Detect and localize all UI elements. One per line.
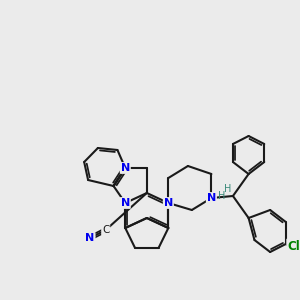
Text: C: C [102, 225, 110, 235]
Text: N: N [121, 198, 130, 208]
Text: H: H [218, 191, 225, 201]
Text: N: N [85, 233, 95, 243]
Text: N: N [207, 193, 216, 203]
Text: H: H [224, 184, 232, 194]
Text: N: N [164, 198, 173, 208]
Text: N: N [121, 163, 130, 173]
Text: Cl: Cl [287, 239, 300, 253]
